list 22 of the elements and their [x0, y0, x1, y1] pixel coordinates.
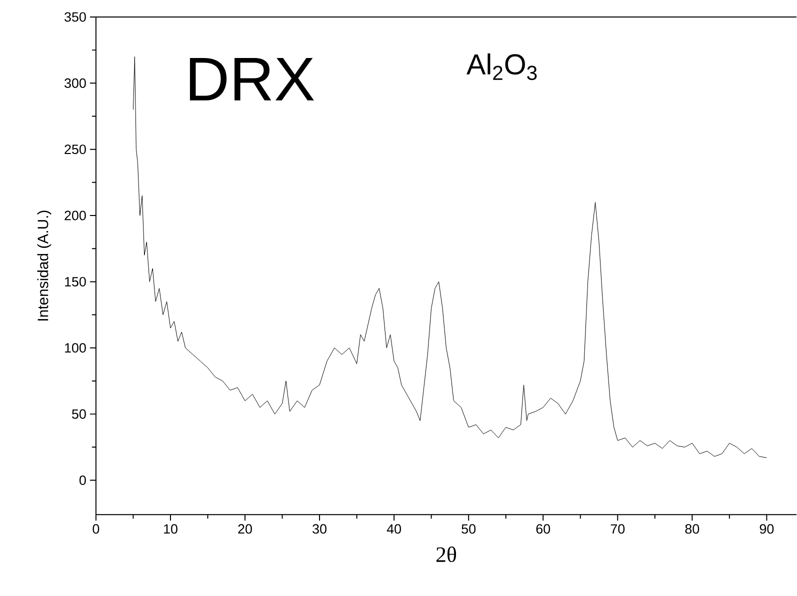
x-axis-title: 2θ — [436, 546, 456, 562]
y-tick-label: 250 — [64, 144, 86, 154]
x-tick-label: 20 — [238, 524, 252, 534]
x-tick-label: 30 — [312, 524, 326, 534]
annotation: Al$_{2}$O$_{3}$ — [466, 54, 537, 80]
x-tick-label: 60 — [536, 524, 550, 534]
y-tick-label: 300 — [64, 78, 86, 88]
y-tick-label: 0 — [79, 476, 86, 486]
x-tick-label: 70 — [610, 524, 625, 534]
text: DRX — [190, 58, 314, 101]
y-tick-label: 100 — [65, 343, 86, 353]
y-axis-title: Intensidad (A.U.) — [37, 210, 52, 321]
y-tick-label: 150 — [65, 277, 86, 287]
x-tick-label: 90 — [760, 524, 774, 534]
y-tick-label: 350 — [64, 12, 86, 22]
x-tick-label: 10 — [164, 524, 178, 534]
y-tick-label: 200 — [64, 210, 86, 220]
x-tick-label: 50 — [462, 524, 476, 534]
x-tick-label: 80 — [685, 524, 700, 534]
x-tick-label: 0 — [92, 524, 100, 534]
y-tick-label: 50 — [72, 409, 86, 420]
x-tick-label: 40 — [386, 524, 402, 534]
